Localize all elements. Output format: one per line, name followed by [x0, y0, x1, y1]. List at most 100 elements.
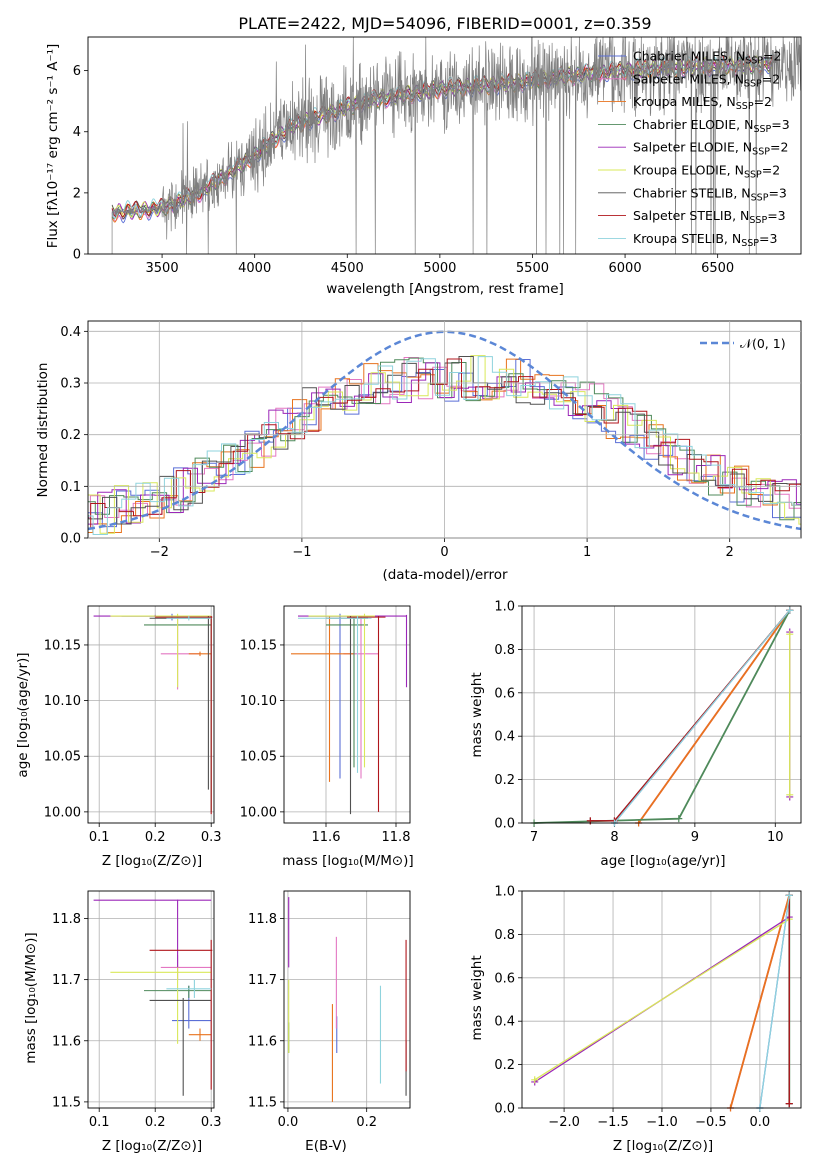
- y-tick-label: 0: [73, 248, 81, 263]
- y-tick-label: 0.3: [60, 377, 81, 392]
- axes-frame: [521, 890, 802, 1109]
- x-tick-label: 0.3: [201, 1115, 222, 1130]
- spectrum-ticks: 3500 4000 4500 5000 5500 6000 6500 0 2 4 6: [73, 64, 734, 276]
- x-tick-label: 7: [530, 830, 538, 845]
- residual-histogram: [88, 358, 801, 533]
- legend-label: Chabrier MILES, NSSP=2: [633, 49, 781, 67]
- y-tick-label: 0.1: [60, 480, 81, 495]
- y-tick-label: 11.7: [248, 973, 277, 988]
- x-tick-label: 5000: [423, 261, 456, 276]
- y-tick-label: 11.7: [52, 973, 81, 988]
- y-tick-label: 0.4: [60, 325, 81, 340]
- y-tick-label: 11.5: [52, 1095, 81, 1110]
- x-tick-label: 0.1: [89, 830, 110, 845]
- weight-vs-age-panel: age [log₁₀(age/yr)] mass weight 7 8 9 10 0.0…: [469, 600, 802, 869]
- legend-label: Salpeter MILES, NSSP=2: [633, 71, 780, 89]
- y-tick-label: 2: [73, 186, 81, 201]
- legend-label-tail: =3: [767, 208, 785, 223]
- x-tick-label: −1.5: [597, 1115, 629, 1130]
- residual-histogram: [88, 355, 801, 534]
- y-tick-label: 10.10: [240, 694, 277, 709]
- x-tick-label: 4000: [238, 261, 271, 276]
- weight-marker: [785, 1100, 793, 1108]
- x-tick-label: 2: [726, 545, 734, 560]
- age-vs-Z-panel: Z [log₁₀(Z/Z⊙)] age [log₁₀(age/yr)] 0.1 0…: [15, 605, 222, 869]
- weight-series-line: [637, 609, 791, 824]
- legend-label-sub: SSP: [749, 215, 767, 226]
- y-tick-label: 0.8: [494, 643, 515, 658]
- weight-vs-Z-panel: Z [log₁₀(Z/Z⊙)] mass weight −2.0 −1.5 −1.0…: [469, 885, 802, 1154]
- x-tick-label: 0.0: [278, 1115, 299, 1130]
- legend-label-main: Kroupa STELIB, N: [633, 231, 741, 246]
- y-tick-label: 10.15: [240, 638, 277, 653]
- legend-label-main: Salpeter ELODIE, N: [633, 140, 752, 155]
- mass-vs-EBV-panel: E(B-V) 0.0 0.2 11.5 11.6 11.7 11.8: [248, 890, 411, 1154]
- gaussian-legend-label: 𝒩(0, 1): [740, 336, 786, 351]
- x-tick-label: 11.8: [382, 830, 411, 845]
- x-tick-label: 0.2: [145, 830, 166, 845]
- mass-vs-Z-x-label: Z [log₁₀(Z/Z⊙)]: [102, 1138, 202, 1154]
- y-tick-label: 1.0: [494, 600, 515, 615]
- legend-label-tail: =2: [763, 49, 781, 64]
- y-tick-label: 0.2: [494, 773, 515, 788]
- legend-label-tail: =3: [768, 185, 786, 200]
- plot-area: 11.6 11.8 10.00 10.05 10.10 10.15: [240, 605, 411, 845]
- weight-vs-age-x-label: age [log₁₀(age/yr)]: [600, 853, 725, 869]
- x-tick-label: −2: [150, 545, 169, 560]
- legend-label-tail: =2: [762, 163, 780, 178]
- spectrum-panel: 3500 4000 4500 5000 5500 6000 6500 0 2 4 6 Chabrie…: [45, 36, 802, 297]
- legend-label-sub: SSP: [753, 124, 771, 135]
- x-tick-label: 11.6: [312, 830, 341, 845]
- x-tick-label: 0.1: [89, 1115, 110, 1130]
- legend-label-sub: SSP: [751, 192, 769, 203]
- weight-vs-Z-x-label: Z [log₁₀(Z/Z⊙)]: [613, 1138, 713, 1154]
- y-tick-label: 11.8: [248, 912, 277, 927]
- plot-area: 7 8 9 10 0.0 0.2 0.4 0.6 0.8 1.0: [494, 600, 802, 845]
- axes-frame: [87, 890, 215, 1109]
- spectrum-plot-area: [111, 37, 801, 254]
- age-vs-Z-y-label: age [log₁₀(age/yr)]: [15, 652, 31, 777]
- x-tick-label: 3500: [146, 261, 179, 276]
- legend-label-sub: SSP: [745, 56, 763, 67]
- x-tick-label: 0: [440, 545, 448, 560]
- weight-marker: [531, 1076, 539, 1084]
- x-tick-label: 0.2: [356, 1115, 377, 1130]
- legend-label-tail: =3: [759, 231, 777, 246]
- weight-series-line: [590, 609, 791, 822]
- y-tick-label: 10.05: [44, 750, 81, 765]
- legend-label: Chabrier STELIB, NSSP=3: [633, 185, 787, 203]
- plot-area: 0.1 0.2 0.3 10.00 10.05 10.10 10.15: [44, 605, 222, 845]
- figure-title: PLATE=2422, MJD=54096, FIBERID=0001, z=0…: [238, 14, 651, 33]
- age-vs-mass-panel: mass [log₁₀(M/M⊙)] 11.6 11.8 10.00 10.05 10.…: [240, 605, 414, 869]
- y-tick-label: 0.4: [494, 1015, 515, 1030]
- weight-marker: [675, 815, 683, 823]
- y-tick-label: 10.05: [240, 750, 277, 765]
- legend-label: Salpeter STELIB, NSSP=3: [633, 208, 786, 226]
- axes-frame: [283, 605, 411, 824]
- x-tick-label: −1.0: [646, 1115, 678, 1130]
- x-tick-label: 9: [691, 830, 699, 845]
- spectrum-frame: [87, 36, 802, 255]
- axes-frame: [521, 605, 802, 824]
- x-tick-label: 4500: [331, 261, 364, 276]
- x-tick-label: −1: [292, 545, 311, 560]
- weight-series-line: [613, 609, 791, 824]
- legend-label-main: Salpeter MILES, N: [633, 71, 744, 86]
- x-tick-label: 5500: [516, 261, 549, 276]
- y-tick-label: 0.0: [494, 1102, 515, 1117]
- weight-vs-Z-y-label: mass weight: [469, 955, 485, 1040]
- legend-label: Kroupa ELODIE, NSSP=2: [633, 163, 780, 181]
- legend-label-tail: =3: [771, 117, 789, 132]
- y-tick-label: 0.0: [60, 532, 81, 547]
- residuals-ticks: −2 −1 0 1 2 0.0 0.1 0.2 0.3 0.4: [60, 321, 801, 560]
- y-tick-label: 0.6: [494, 686, 515, 701]
- legend-label-tail: =2: [770, 140, 788, 155]
- legend-label-main: Salpeter STELIB, N: [633, 208, 749, 223]
- y-tick-label: 11.6: [52, 1034, 81, 1049]
- legend-label: Kroupa STELIB, NSSP=3: [633, 231, 777, 249]
- y-tick-label: 10.10: [44, 694, 81, 709]
- legend-label: Chabrier ELODIE, NSSP=3: [633, 117, 790, 135]
- data-spectrum-line: [111, 37, 801, 254]
